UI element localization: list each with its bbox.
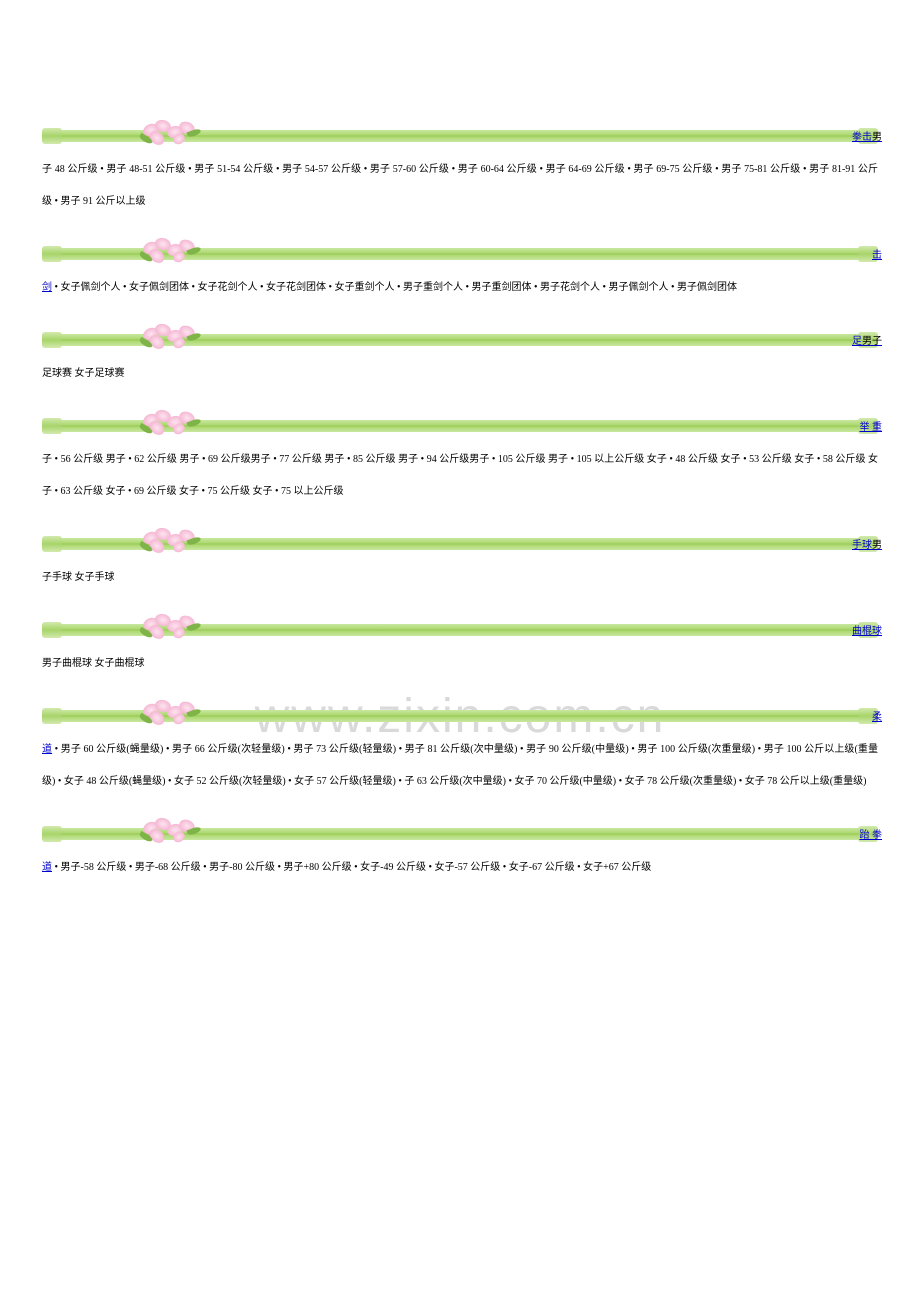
section-title-link[interactable]: 击: [872, 242, 882, 270]
flower-decoration: [135, 816, 205, 848]
section-body-text: • 男子 60 公斤级(蝇量级) • 男子 66 公斤级(次轻量级) • 男子 …: [42, 744, 878, 787]
section-content: 道 • 男子-58 公斤级 • 男子-68 公斤级 • 男子-80 公斤级 • …: [40, 852, 880, 884]
divider: 击: [40, 238, 880, 266]
section-body-text: • 女子佩剑个人 • 女子佩剑团体 • 女子花剑个人 • 女子花剑团体 • 女子…: [52, 282, 737, 293]
section-lead-link[interactable]: 道: [42, 862, 52, 873]
section-body-text: 足球赛 女子足球赛: [42, 368, 125, 379]
divider: 柔: [40, 700, 880, 728]
divider: 跆 拳: [40, 818, 880, 846]
section-title-link[interactable]: 手球男: [852, 532, 882, 560]
section: 跆 拳道 • 男子-58 公斤级 • 男子-68 公斤级 • 男子-80 公斤级…: [40, 818, 880, 884]
section-title-link[interactable]: 曲棍球: [852, 618, 882, 646]
section-body-text: 男子曲棍球 女子曲棍球: [42, 658, 145, 669]
section-body-text: 子 48 公斤级 • 男子 48-51 公斤级 • 男子 51-54 公斤级 •…: [42, 164, 878, 207]
section-content: 子 • 56 公斤级 男子 • 62 公斤级 男子 • 69 公斤级男子 • 7…: [40, 444, 880, 508]
section-body-text: • 男子-58 公斤级 • 男子-68 公斤级 • 男子-80 公斤级 • 男子…: [52, 862, 651, 873]
section-content: 子手球 女子手球: [40, 562, 880, 594]
section: 柔道 • 男子 60 公斤级(蝇量级) • 男子 66 公斤级(次轻量级) • …: [40, 700, 880, 798]
section-title-link[interactable]: 拳击男: [852, 124, 882, 152]
section-content: 道 • 男子 60 公斤级(蝇量级) • 男子 66 公斤级(次轻量级) • 男…: [40, 734, 880, 798]
flower-decoration: [135, 322, 205, 354]
section-title-trail: 男: [872, 132, 882, 143]
section-title-link[interactable]: 举 重: [860, 414, 883, 442]
section-content: 足球赛 女子足球赛: [40, 358, 880, 390]
section: 足男子足球赛 女子足球赛: [40, 324, 880, 390]
section-lead-link[interactable]: 剑: [42, 282, 52, 293]
section: 曲棍球男子曲棍球 女子曲棍球: [40, 614, 880, 680]
section-title-link[interactable]: 柔: [872, 704, 882, 732]
section-title-trail: 男: [872, 540, 882, 551]
section: 击剑 • 女子佩剑个人 • 女子佩剑团体 • 女子花剑个人 • 女子花剑团体 •…: [40, 238, 880, 304]
section-content: 男子曲棍球 女子曲棍球: [40, 648, 880, 680]
section-body-text: 子手球 女子手球: [42, 572, 115, 583]
section-content: 子 48 公斤级 • 男子 48-51 公斤级 • 男子 51-54 公斤级 •…: [40, 154, 880, 218]
section-title-link[interactable]: 足男子: [852, 328, 882, 356]
divider: 举 重: [40, 410, 880, 438]
section-title-link[interactable]: 跆 拳: [860, 822, 883, 850]
flower-decoration: [135, 118, 205, 150]
section-body-text: 子 • 56 公斤级 男子 • 62 公斤级 男子 • 69 公斤级男子 • 7…: [42, 454, 878, 497]
flower-decoration: [135, 236, 205, 268]
divider: 手球男: [40, 528, 880, 556]
section-lead-link[interactable]: 道: [42, 744, 52, 755]
section: 举 重子 • 56 公斤级 男子 • 62 公斤级 男子 • 69 公斤级男子 …: [40, 410, 880, 508]
flower-decoration: [135, 408, 205, 440]
divider: 足男子: [40, 324, 880, 352]
section: 拳击男子 48 公斤级 • 男子 48-51 公斤级 • 男子 51-54 公斤…: [40, 120, 880, 218]
section-title-trail: 男子: [862, 336, 882, 347]
sections-container: 拳击男子 48 公斤级 • 男子 48-51 公斤级 • 男子 51-54 公斤…: [40, 120, 880, 884]
flower-decoration: [135, 698, 205, 730]
divider: 曲棍球: [40, 614, 880, 642]
section: 手球男子手球 女子手球: [40, 528, 880, 594]
flower-decoration: [135, 526, 205, 558]
section-content: 剑 • 女子佩剑个人 • 女子佩剑团体 • 女子花剑个人 • 女子花剑团体 • …: [40, 272, 880, 304]
flower-decoration: [135, 612, 205, 644]
divider: 拳击男: [40, 120, 880, 148]
